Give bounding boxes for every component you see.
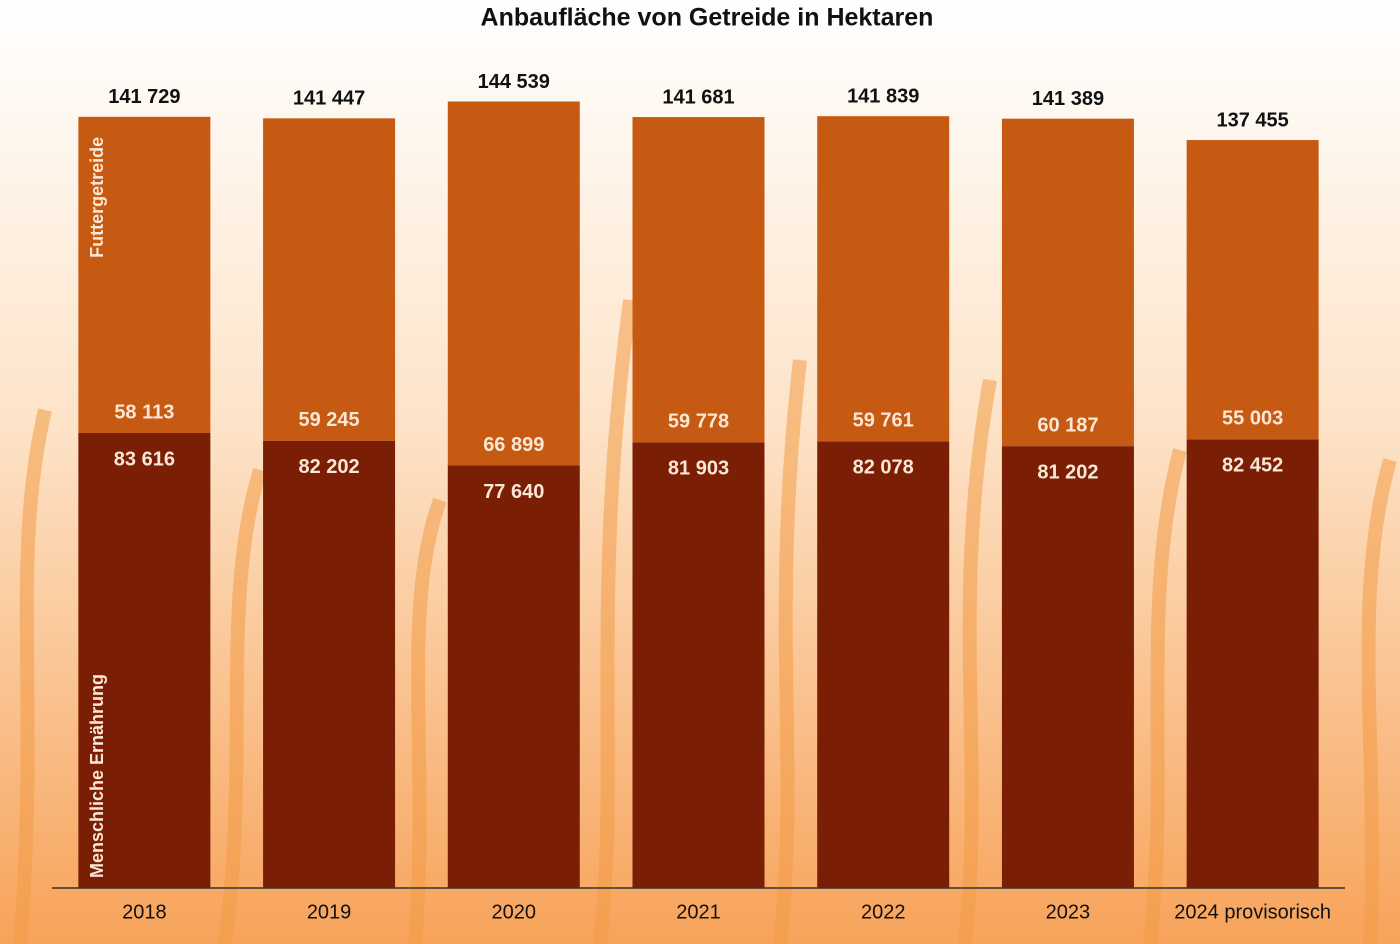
value-label: 55 003 (1222, 408, 1283, 430)
x-tick-label: 2020 (492, 901, 537, 923)
x-tick-label: 2019 (307, 901, 352, 923)
total-label: 141 729 (108, 86, 180, 108)
bar-segment (1001, 446, 1134, 888)
value-label: 66 899 (483, 434, 544, 456)
bar-segment (263, 440, 396, 888)
value-label: 81 202 (1037, 461, 1098, 483)
x-tick-label: 2023 (1046, 901, 1091, 923)
value-label: 60 187 (1037, 414, 1098, 436)
value-label: 83 616 (114, 448, 175, 470)
total-label: 144 539 (478, 71, 550, 93)
x-tick-label: 2024 provisorisch (1174, 901, 1331, 923)
chart-title: Anbaufläche von Getreide in Hektaren (481, 4, 934, 32)
bar-segment (447, 465, 580, 888)
value-label: 82 452 (1222, 455, 1283, 477)
bar-segment (263, 118, 396, 441)
x-tick-label: 2021 (676, 901, 721, 923)
total-label: 141 447 (293, 88, 365, 110)
x-tick-label: 2022 (861, 901, 906, 923)
value-label: 82 078 (853, 457, 914, 479)
bar-segment (1186, 140, 1319, 440)
bar-segment (78, 116, 211, 434)
value-label: 82 202 (298, 456, 359, 478)
total-label: 141 389 (1032, 88, 1104, 110)
total-label: 141 681 (662, 86, 734, 108)
value-label: 59 761 (853, 410, 914, 432)
value-label: 77 640 (483, 481, 544, 503)
bar-segment (632, 117, 765, 443)
bar-segment (78, 433, 211, 888)
bar-segment (632, 442, 765, 888)
value-label: 59 245 (298, 409, 359, 431)
wheat-decoration (13, 299, 1397, 944)
bar-segment (1186, 439, 1319, 888)
value-label: 58 113 (114, 401, 174, 423)
total-label: 137 455 (1216, 109, 1288, 131)
x-tick-label: 2018 (122, 901, 167, 923)
total-label: 141 839 (847, 85, 919, 107)
bar-segment (1001, 118, 1134, 447)
value-label: 59 778 (668, 411, 729, 433)
bar-segment (817, 116, 950, 442)
value-label: 81 903 (668, 458, 729, 480)
series-label: Futtergetreide (87, 137, 107, 258)
bar-segment (447, 101, 580, 466)
series-label: Menschliche Ernährung (87, 674, 107, 878)
bar-segment (817, 441, 950, 888)
